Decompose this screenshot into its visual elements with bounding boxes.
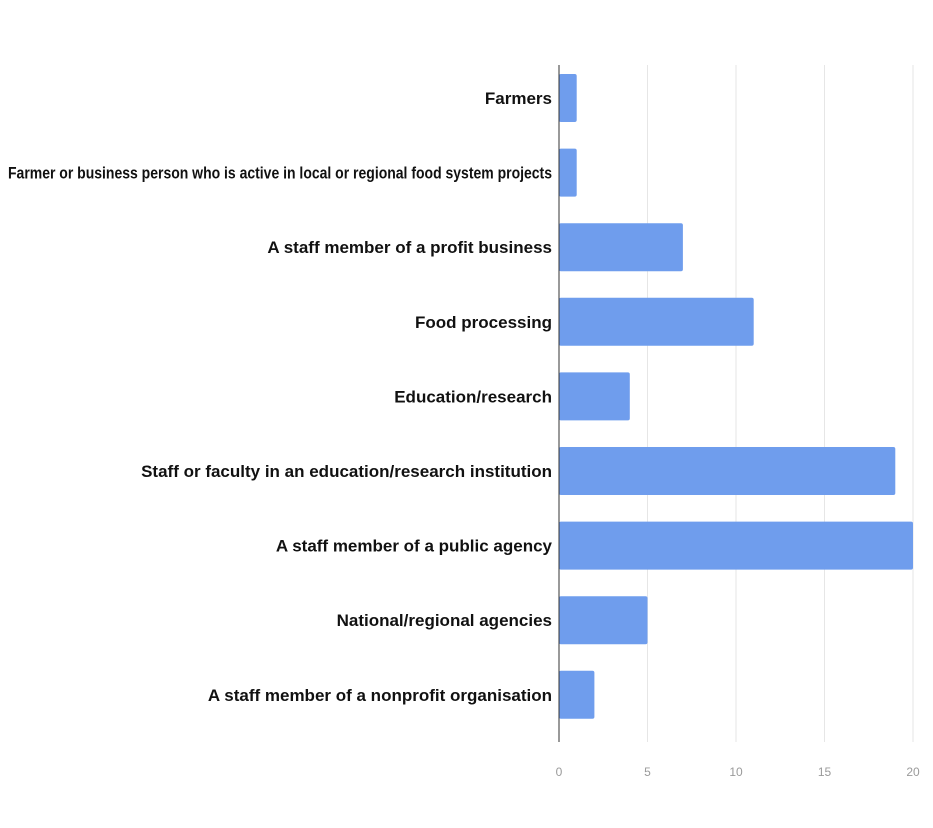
x-tick-label: 20 <box>906 765 920 779</box>
bar <box>559 148 577 197</box>
x-tick-label: 10 <box>729 765 743 779</box>
category-label: National/regional agencies <box>337 611 552 630</box>
bar <box>559 447 896 495</box>
bar <box>559 596 648 645</box>
category-label: A staff member of a profit business <box>267 238 552 257</box>
bar <box>559 372 630 421</box>
category-label: Education/research <box>394 387 552 406</box>
category-label: Farmers <box>485 89 552 108</box>
gridlines <box>647 65 914 742</box>
x-tick-label: 15 <box>818 765 832 779</box>
category-labels: Farmers Farmer or business person who is … <box>8 89 553 705</box>
bar <box>559 670 595 719</box>
category-label: A staff member of a public agency <box>276 537 553 556</box>
bar <box>559 521 913 570</box>
x-tick-labels: 0 5 10 15 20 <box>556 765 920 779</box>
bars <box>559 74 913 719</box>
x-tick-label: 0 <box>556 765 563 779</box>
category-label: Farmer or business person who is active … <box>8 164 552 183</box>
category-label: A staff member of a nonprofit organisati… <box>208 686 552 705</box>
bar <box>559 297 754 346</box>
x-tick-label: 5 <box>644 765 651 779</box>
category-label: Food processing <box>415 313 552 332</box>
bar <box>559 223 683 272</box>
category-label: Staff or faculty in an education/researc… <box>141 462 552 481</box>
bar <box>559 74 577 122</box>
